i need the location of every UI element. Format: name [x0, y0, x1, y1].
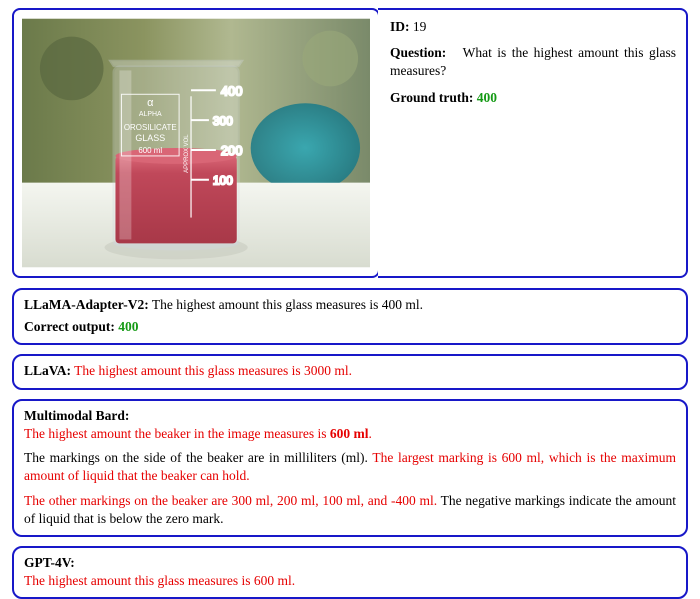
bard-line2a: The markings on the side of the beaker a… [24, 450, 372, 465]
response-text: The highest amount this glass measures i… [152, 297, 423, 312]
image-panel: 400 300 200 100 α ALPHA OROSILICATE GLAS… [12, 8, 380, 278]
correct-label: Correct output: [24, 319, 115, 334]
ground-truth-line: Ground truth: 400 [390, 89, 676, 107]
mark-100: 100 [213, 174, 233, 188]
bard-line1a: The highest amount the beaker in the ima… [24, 426, 330, 441]
id-line: ID: 19 [390, 18, 676, 36]
model-name: GPT-4V: [24, 555, 75, 570]
model-name: LLaMA-Adapter-V2: [24, 297, 149, 312]
model-name: Multimodal Bard: [24, 408, 129, 423]
label-approx-vol: APPROX VOL [184, 134, 190, 173]
id-value: 19 [413, 19, 427, 34]
label-glass: GLASS [135, 133, 165, 143]
beaker-photo: 400 300 200 100 α ALPHA OROSILICATE GLAS… [22, 18, 370, 268]
label-capacity: 600 ml [138, 146, 162, 155]
meta-panel: ID: 19 Question: What is the highest amo… [378, 8, 688, 278]
question-line: Question: What is the highest amount thi… [390, 44, 676, 80]
correct-value: 400 [118, 319, 138, 334]
response-llava: LLaVA: The highest amount this glass mea… [12, 354, 688, 389]
mark-200: 200 [221, 143, 243, 158]
response-text: The highest amount this glass measures i… [74, 363, 352, 378]
response-text: The highest amount this glass measures i… [24, 573, 295, 588]
bard-line3a: The other markings on the beaker are 300… [24, 493, 437, 508]
response-gpt4v: GPT-4V: The highest amount this glass me… [12, 546, 688, 599]
mark-300: 300 [213, 114, 233, 128]
model-name: LLaVA: [24, 363, 71, 378]
label-borosilicate: OROSILICATE [124, 123, 177, 132]
bard-line1c: . [369, 426, 372, 441]
mark-400: 400 [221, 83, 243, 98]
label-alpha-symbol: α [147, 97, 153, 109]
response-bard: Multimodal Bard: The highest amount the … [12, 399, 688, 537]
top-row: 400 300 200 100 α ALPHA OROSILICATE GLAS… [12, 8, 688, 278]
gt-label: Ground truth: [390, 90, 473, 105]
label-alpha: ALPHA [139, 111, 162, 118]
response-llama-adapter: LLaMA-Adapter-V2: The highest amount thi… [12, 288, 688, 345]
question-label: Question: [390, 45, 446, 60]
id-label: ID: [390, 19, 410, 34]
bard-line1b: 600 ml [330, 426, 369, 441]
gt-value: 400 [477, 90, 497, 105]
beaker-icon: 400 300 200 100 α ALPHA OROSILICATE GLAS… [109, 60, 242, 250]
